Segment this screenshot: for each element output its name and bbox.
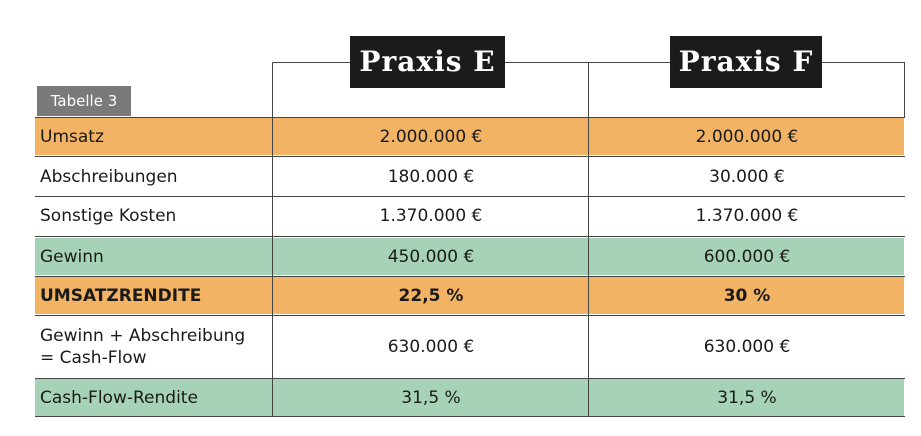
- row-label-line2: = Cash-Flow: [40, 348, 147, 368]
- row-label: Cash-Flow-Rendite: [40, 387, 198, 408]
- praxis-e-value: 2.000.000 €: [379, 126, 483, 147]
- praxis-f-value: 630.000 €: [703, 337, 791, 357]
- table-row-umsatzrendite: UMSATZRENDITE 22,5 % 30 %: [35, 277, 904, 314]
- praxis-f-value: 1.370.000 €: [695, 206, 799, 226]
- praxis-e-value: 1.370.000 €: [379, 206, 483, 226]
- praxis-e-value: 31,5 %: [401, 387, 461, 408]
- table-row-sonstige-kosten: Sonstige Kosten 1.370.000 € 1.370.000 €: [35, 197, 904, 235]
- praxis-f-header: Praxis F: [670, 36, 822, 88]
- praxis-f-value: 30 %: [723, 285, 771, 306]
- praxis-e-value: 630.000 €: [387, 337, 475, 357]
- row-label: Sonstige Kosten: [40, 206, 177, 226]
- praxis-f-value: 31,5 %: [717, 387, 777, 408]
- praxis-f-value: 30.000 €: [709, 167, 785, 187]
- praxis-f-value: 2.000.000 €: [695, 126, 799, 147]
- table-row-cash-flow-rendite: Cash-Flow-Rendite 31,5 % 31,5 %: [35, 379, 904, 416]
- row-label: Gewinn: [40, 246, 104, 267]
- praxis-f-value: 600.000 €: [703, 246, 791, 267]
- row-label: UMSATZRENDITE: [40, 285, 202, 306]
- row-label: Abschreibungen: [40, 167, 178, 187]
- row-label: Umsatz: [40, 126, 104, 147]
- table-row-cash-flow: Gewinn + Abschreibung = Cash-Flow 630.00…: [35, 316, 904, 378]
- table-row-abschreibungen: Abschreibungen 180.000 € 30.000 €: [35, 158, 904, 196]
- row-label-line1: Gewinn + Abschreibung: [40, 326, 246, 346]
- table-row-umsatz: Umsatz 2.000.000 € 2.000.000 €: [35, 118, 904, 155]
- praxis-e-value: 450.000 €: [387, 246, 475, 267]
- table-tag: Tabelle 3: [37, 86, 131, 116]
- praxis-e-value: 22,5 %: [398, 285, 464, 306]
- row-label: Gewinn + Abschreibung = Cash-Flow: [35, 316, 269, 378]
- praxis-e-header: Praxis E: [350, 36, 505, 88]
- table-row-gewinn: Gewinn 450.000 € 600.000 €: [35, 238, 904, 275]
- praxis-e-value: 180.000 €: [387, 167, 475, 187]
